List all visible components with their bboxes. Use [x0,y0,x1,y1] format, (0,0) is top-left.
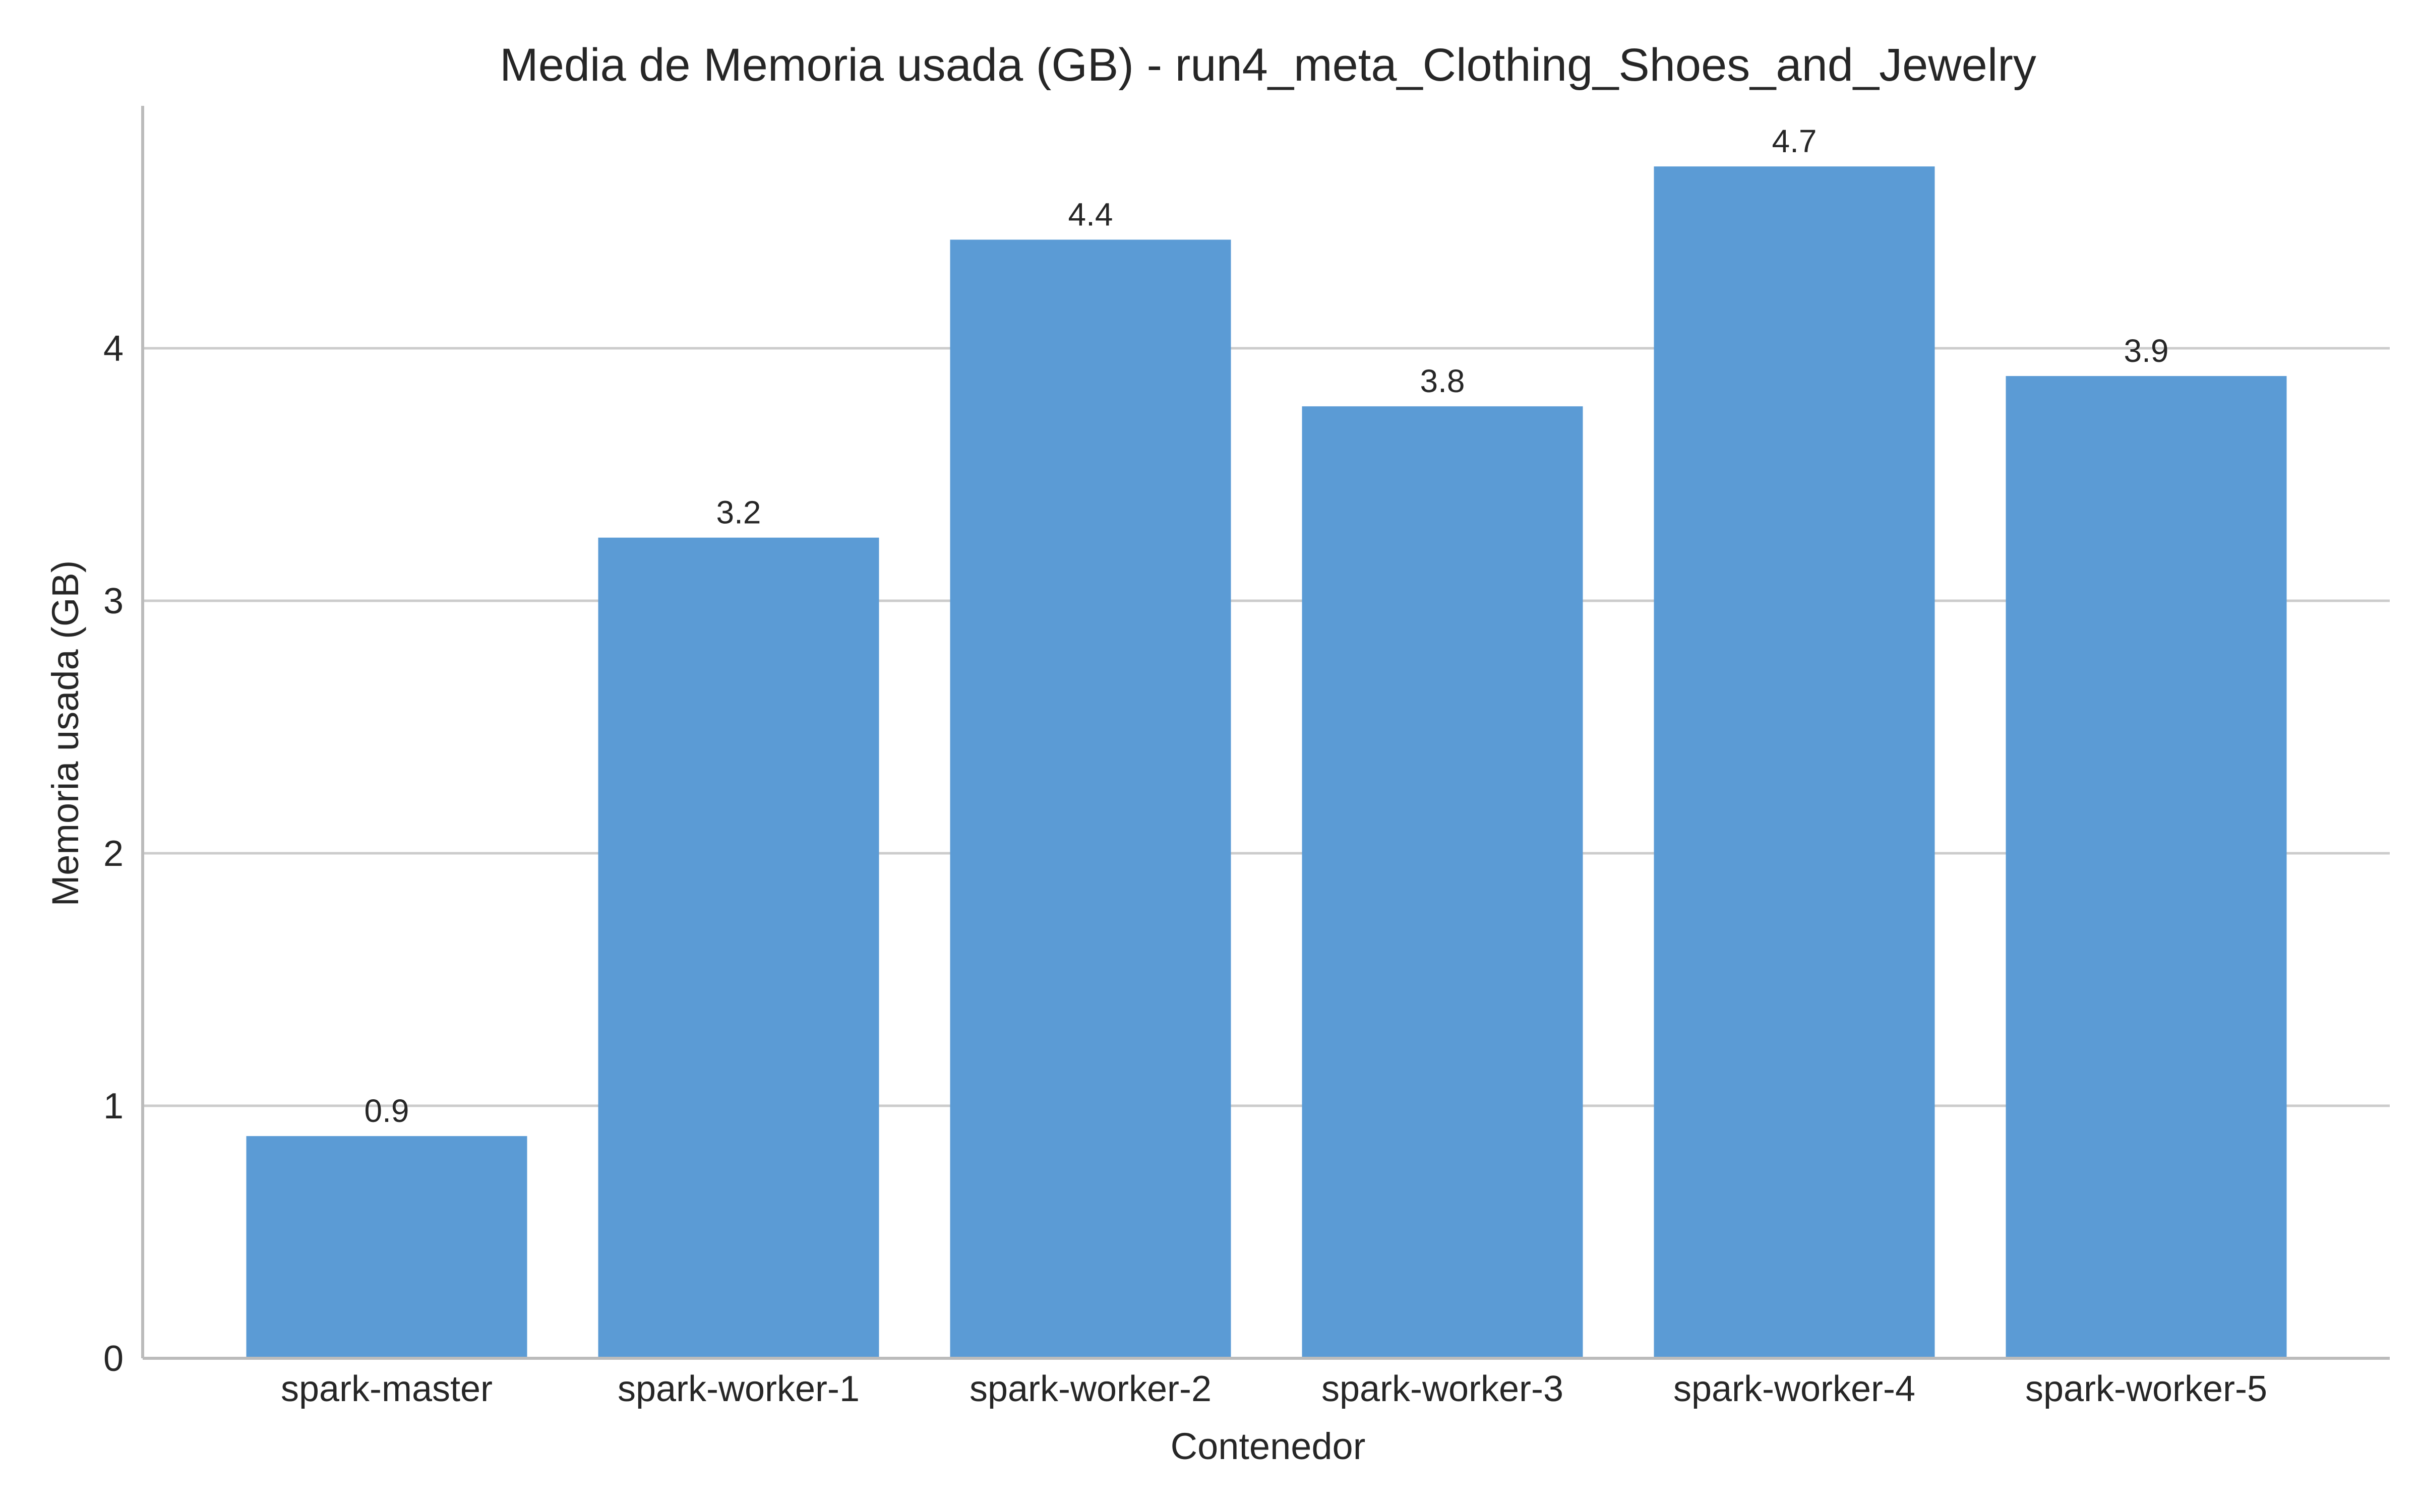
y-tick-labels: 0 1 2 3 4 [103,329,124,1379]
bar-value-label: 3.8 [1420,363,1465,399]
y-tick-label: 0 [103,1339,124,1379]
bar-value-label: 4.7 [1772,123,1817,159]
y-tick-label: 2 [103,834,124,874]
x-tick-label: spark-master [281,1369,493,1409]
x-axis-title: Contenedor [1171,1425,1366,1467]
x-tick-labels: spark-master spark-worker-1 spark-worker-2… [281,1369,2267,1409]
bar-spark-worker-5 [2006,376,2287,1358]
bar-spark-worker-2 [950,239,1231,1359]
bar-value-label: 3.9 [2124,333,2169,369]
bar-value-label: 3.2 [716,494,761,531]
x-tick-label: spark-worker-5 [2025,1369,2267,1409]
bar-spark-worker-1 [598,537,879,1358]
y-axis-title: Memoria usada (GB) [44,560,86,907]
bar-spark-worker-3 [1302,406,1583,1358]
data-labels: 0.9 3.2 4.4 3.8 4.7 3.9 [365,123,2169,1129]
bars [246,166,2287,1359]
x-tick-label: spark-worker-4 [1673,1369,1915,1409]
y-tick-label: 1 [103,1086,124,1126]
bar-spark-master [246,1136,527,1358]
chart-title: Media de Memoria usada (GB) - run4_meta_… [500,39,2036,91]
bar-spark-worker-4 [1654,166,1935,1358]
axes [141,106,2390,1360]
x-tick-label: spark-worker-2 [970,1369,1212,1409]
x-tick-label: spark-worker-3 [1321,1369,1563,1409]
y-tick-label: 3 [103,581,124,621]
y-tick-label: 4 [103,329,124,369]
x-tick-label: spark-worker-1 [618,1369,860,1409]
bar-value-label: 0.9 [365,1093,409,1129]
bar-value-label: 4.4 [1068,197,1113,233]
